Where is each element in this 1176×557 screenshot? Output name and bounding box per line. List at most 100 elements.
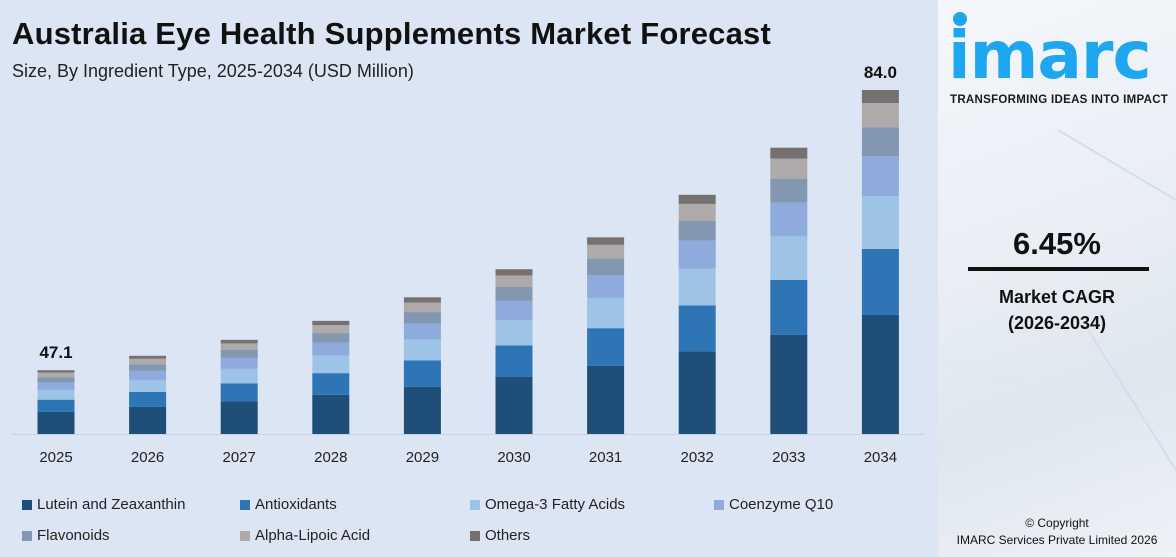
bar-segment-2029-6 <box>403 297 441 303</box>
bar-segment-2025-3 <box>37 382 75 390</box>
bar-segment-2032-4 <box>678 220 716 241</box>
bar-segment-2029-3 <box>403 323 441 340</box>
bar-segment-2026-1 <box>129 391 167 407</box>
total-label-2025: 47.1 <box>39 343 72 362</box>
bar-segment-2034-0 <box>861 314 899 434</box>
x-tick-label: 2030 <box>497 449 530 466</box>
copyright-line-2: IMARC Services Private Limited 2026 <box>956 533 1158 547</box>
stacked-bar-plot: 2025 47.1 2026 2027 2028 2029 2030 2031 2032 2033… <box>12 63 925 466</box>
logo-tagline: TRANSFORMING IDEAS INTO IMPACT <box>950 94 1169 106</box>
bar-segment-2033-0 <box>770 334 808 434</box>
bar-segment-2027-1 <box>220 383 258 402</box>
bar-segment-2031-5 <box>587 244 625 259</box>
legend-label: Omega-3 Fatty Acids <box>485 496 626 513</box>
bar-segment-2028-1 <box>312 373 350 395</box>
bar-segment-2026-5 <box>129 358 167 365</box>
bar-segment-2025-6 <box>37 370 75 373</box>
bar-segment-2029-5 <box>403 302 441 313</box>
bar-segment-2028-3 <box>312 342 350 356</box>
bar-segment-2034-3 <box>861 156 899 196</box>
legend-label: Flavonoids <box>37 527 110 544</box>
bar-segment-2026-6 <box>129 355 167 359</box>
x-tick-label: 2029 <box>406 449 439 466</box>
cagr-period: (2026-2034) <box>1007 313 1107 333</box>
bar-segment-2032-1 <box>678 305 716 352</box>
bar-segment-2028-5 <box>312 325 350 334</box>
bar-segment-2032-3 <box>678 240 716 269</box>
bar-segment-2026-2 <box>129 379 167 392</box>
legend-item: Antioxidants <box>240 496 337 513</box>
bar-segment-2027-0 <box>220 401 258 434</box>
bar-segment-2025-5 <box>37 372 75 378</box>
bar-segment-2027-5 <box>220 343 258 351</box>
bar-segment-2030-3 <box>495 300 533 320</box>
legend-swatch <box>470 530 480 541</box>
cagr-label-text: Market CAGR <box>998 287 1116 307</box>
bar-segment-2031-3 <box>587 275 625 298</box>
bar-segment-2031-1 <box>587 328 625 366</box>
bar-segment-2033-2 <box>770 235 808 280</box>
legend-swatch <box>714 499 724 510</box>
bar-segment-2025-1 <box>37 399 75 412</box>
bar-segment-2029-2 <box>403 339 441 361</box>
bar-segment-2027-4 <box>220 350 258 358</box>
bar-segment-2028-0 <box>312 394 350 434</box>
cagr-divider <box>968 267 1149 271</box>
imarc-logo: imarc <box>948 17 1152 94</box>
legend-label: Coenzyme Q10 <box>729 496 834 513</box>
bar-segment-2031-0 <box>587 365 625 434</box>
bar-segment-2028-2 <box>312 355 350 374</box>
bar-segment-2031-6 <box>587 237 625 245</box>
x-tick-label: 2032 <box>681 449 714 466</box>
legend-item: Flavonoids <box>22 527 110 544</box>
legend-label: Alpha-Lipoic Acid <box>255 527 371 544</box>
chart-title: Australia Eye Health Supplements Market … <box>12 16 772 51</box>
legend-label: Antioxidants <box>255 496 337 513</box>
bar-segment-2027-2 <box>220 368 258 384</box>
bar-segment-2033-5 <box>770 158 808 179</box>
legend-swatch <box>22 530 32 541</box>
x-tick-label: 2026 <box>131 449 164 466</box>
legend-item: Lutein and Zeaxanthin <box>22 496 185 513</box>
decorative-background <box>938 129 1176 471</box>
bar-segment-2031-4 <box>587 258 625 276</box>
bar-segment-2032-0 <box>678 351 716 434</box>
bar-segment-2025-4 <box>37 377 75 383</box>
bar-segment-2028-6 <box>312 320 350 326</box>
bar-segment-2033-4 <box>770 178 808 203</box>
chart-area: Australia Eye Health Supplements Market … <box>12 16 925 544</box>
bar-segment-2026-0 <box>129 406 167 434</box>
x-tick-label: 2025 <box>39 449 72 466</box>
copyright: © Copyright IMARC Services Private Limit… <box>938 515 1176 549</box>
bar-segment-2033-6 <box>770 147 808 159</box>
cagr-value: 6.45% <box>1013 226 1101 261</box>
x-tick-label: 2031 <box>589 449 622 466</box>
bar-segment-2028-4 <box>312 333 350 343</box>
x-tick-label: 2028 <box>314 449 347 466</box>
legend-swatch <box>470 499 480 510</box>
bar-segment-2032-2 <box>678 268 716 306</box>
bar-segment-2030-2 <box>495 319 533 346</box>
bar-segment-2025-0 <box>37 411 75 434</box>
bar-segment-2026-4 <box>129 364 167 371</box>
legend-item: Others <box>470 527 530 544</box>
x-tick-label: 2034 <box>864 449 897 466</box>
x-tick-label: 2033 <box>772 449 805 466</box>
logo-dot <box>953 12 967 26</box>
bar-segment-2033-3 <box>770 202 808 236</box>
bar-segment-2034-6 <box>861 90 899 104</box>
bar-segment-2030-4 <box>495 287 533 301</box>
bar-segment-2025-2 <box>37 389 75 400</box>
bar-segment-2029-1 <box>403 360 441 387</box>
bar-segment-2027-3 <box>220 357 258 369</box>
x-tick-label: 2027 <box>223 449 256 466</box>
bar-segment-2032-6 <box>678 194 716 204</box>
total-label-2034: 84.0 <box>864 63 897 82</box>
bar-segment-2033-1 <box>770 279 808 335</box>
brand-panel: imarc TRANSFORMING IDEAS INTO IMPACT 6.4… <box>938 0 1176 557</box>
legend-swatch <box>240 530 250 541</box>
legend-item: Alpha-Lipoic Acid <box>240 527 370 544</box>
bar-segment-2034-1 <box>861 248 899 315</box>
bar-segment-2029-0 <box>403 386 441 434</box>
legend-label: Others <box>485 527 531 544</box>
